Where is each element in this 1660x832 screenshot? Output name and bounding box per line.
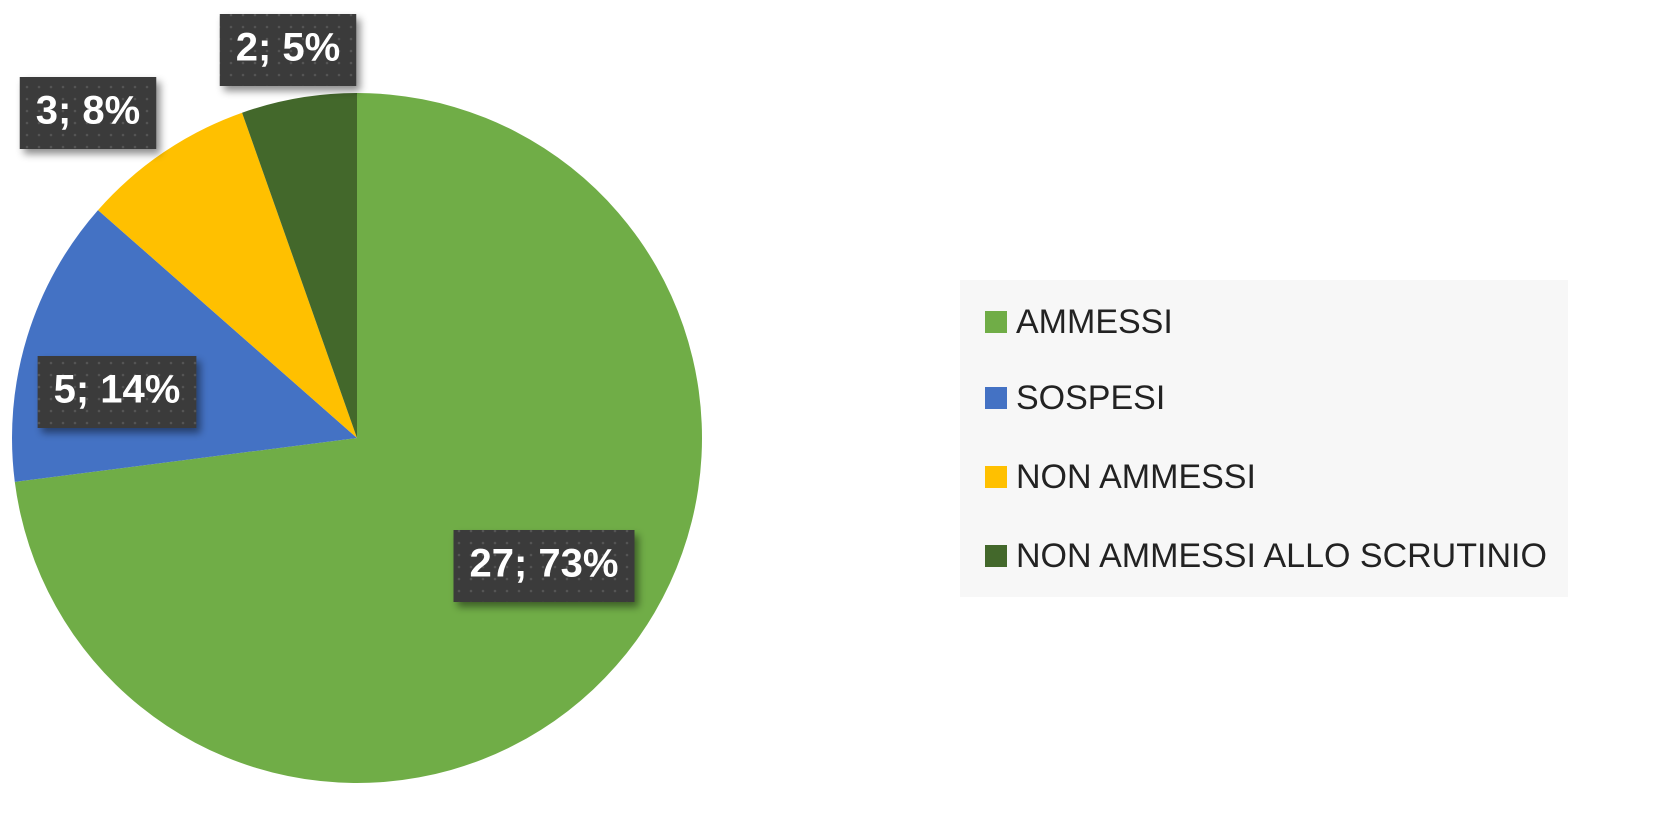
pie-slice [14, 93, 702, 783]
data-label: 3; 8% [19, 77, 157, 149]
legend-box [960, 280, 1568, 597]
data-label-text: 2; 5% [236, 26, 341, 70]
data-label: 27; 73% [453, 530, 635, 602]
data-label-text: 27; 73% [470, 542, 619, 586]
data-label-box [37, 356, 197, 428]
pie-slice [242, 93, 357, 438]
data-label: 5; 14% [37, 356, 197, 428]
legend-label: NON AMMESSI ALLO SCRUTINIO [1016, 537, 1547, 575]
legend-swatch [985, 387, 1007, 409]
data-label-text: 3; 8% [36, 89, 141, 133]
data-label-box [453, 530, 635, 602]
pie-slice [98, 112, 357, 439]
legend-swatch [985, 466, 1007, 488]
legend-swatch [985, 311, 1007, 333]
data-label: 2; 5% [219, 14, 357, 86]
data-label-box [219, 14, 357, 86]
legend-label: AMMESSI [1016, 303, 1173, 341]
legend-label: SOSPESI [1016, 379, 1165, 417]
legend-swatch [985, 545, 1007, 567]
data-label-box [19, 77, 157, 149]
data-label-text: 5; 14% [54, 368, 181, 412]
legend-label: NON AMMESSI [1016, 458, 1256, 496]
